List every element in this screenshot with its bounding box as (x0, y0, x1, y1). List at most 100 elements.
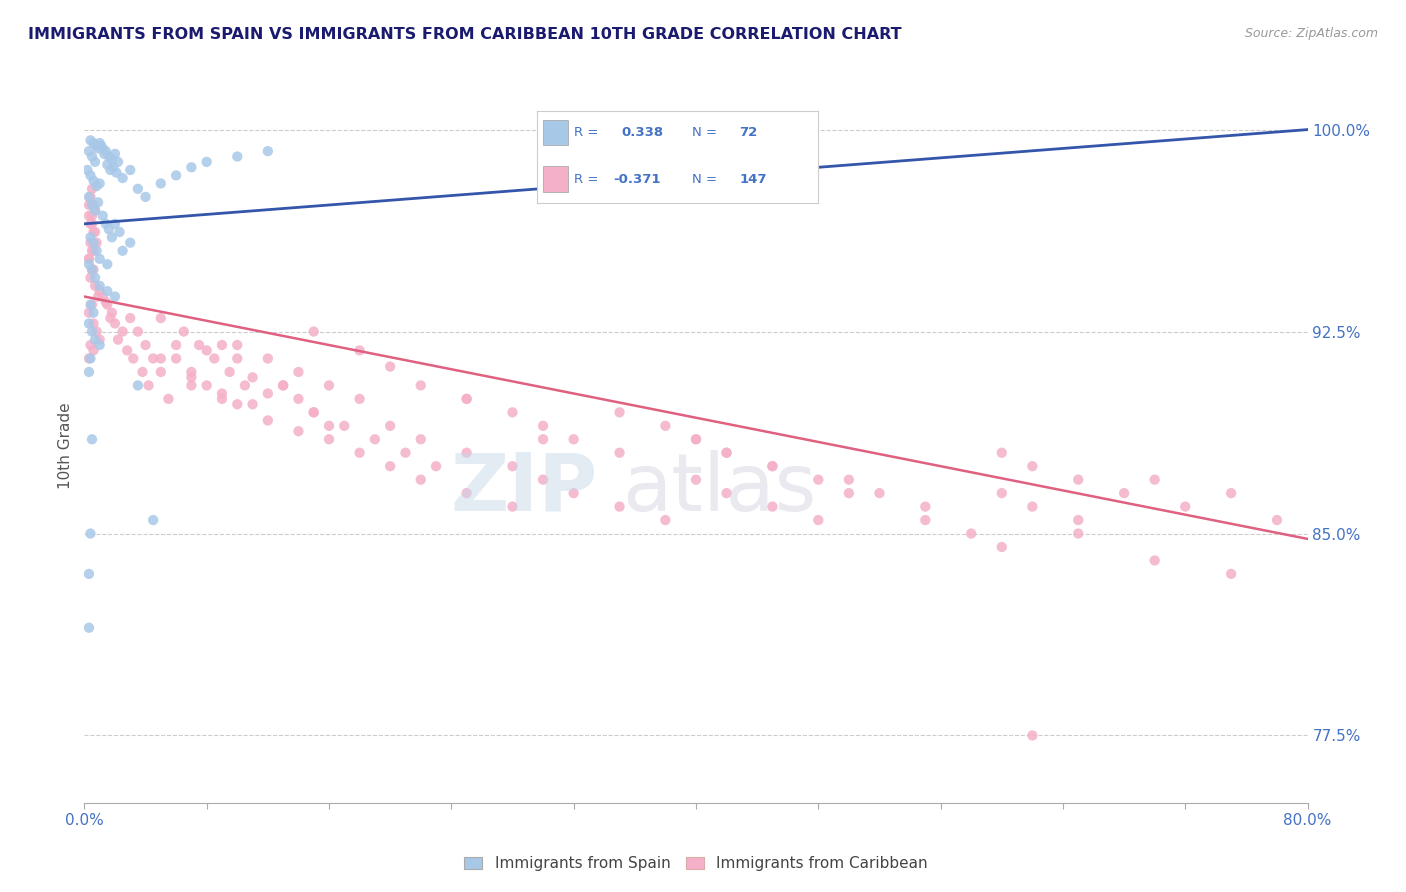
Point (86, 244, 108, 258)
Point (456, 392, 478, 406)
Point (914, 513, 936, 527)
Point (318, 378, 340, 392)
Point (242, 397, 264, 411)
Point (226, 338, 249, 352)
Point (233, 378, 256, 392)
Point (1114, 486, 1136, 500)
Point (1143, 473, 1166, 487)
Point (107, 333, 129, 347)
Point (77, 306, 100, 320)
Point (991, 540, 1014, 554)
Point (349, 392, 371, 406)
Point (685, 473, 707, 487)
Point (104, 317, 127, 331)
Point (101, 306, 124, 320)
Point (89, 177, 111, 191)
Point (122, 351, 145, 366)
Point (89, 284, 111, 298)
Point (77, 190, 100, 204)
Point (287, 392, 309, 406)
Point (380, 418, 402, 433)
Point (127, 182, 149, 196)
Point (364, 432, 387, 446)
Point (180, 370, 202, 384)
Point (83, 198, 105, 212)
Point (1174, 500, 1197, 514)
Point (111, 171, 134, 186)
Point (84, 203, 107, 218)
Point (609, 446, 631, 460)
Legend: Immigrants from Spain, Immigrants from Caribbean: Immigrants from Spain, Immigrants from C… (458, 850, 934, 877)
Point (83, 136, 105, 150)
Point (80, 217, 103, 231)
Point (101, 230, 124, 244)
Point (211, 392, 233, 406)
Point (271, 378, 294, 392)
Point (84, 225, 107, 239)
Point (77, 566, 100, 581)
Point (195, 343, 218, 358)
Point (531, 418, 554, 433)
Point (84, 203, 107, 218)
Point (380, 459, 402, 474)
Text: IMMIGRANTS FROM SPAIN VS IMMIGRANTS FROM CARIBBEAN 10TH GRADE CORRELATION CHART: IMMIGRANTS FROM SPAIN VS IMMIGRANTS FROM… (28, 27, 901, 42)
Point (149, 365, 172, 379)
Point (180, 378, 202, 392)
Point (80, 298, 103, 312)
Point (127, 325, 149, 339)
Point (257, 144, 280, 158)
Point (716, 446, 738, 460)
Point (502, 405, 524, 419)
Point (807, 513, 830, 527)
Point (96, 257, 118, 271)
Point (83, 235, 105, 250)
Point (456, 446, 478, 460)
Point (135, 338, 157, 352)
Point (1220, 486, 1243, 500)
Point (77, 252, 100, 266)
Point (716, 446, 738, 460)
Text: ZIP: ZIP (451, 450, 598, 528)
Point (89, 333, 111, 347)
Point (157, 392, 180, 406)
Point (257, 413, 280, 427)
Point (86, 138, 108, 153)
Point (165, 338, 187, 352)
Point (79, 526, 101, 541)
Point (80, 325, 103, 339)
Point (165, 351, 187, 366)
Point (83, 343, 105, 358)
Point (914, 500, 936, 514)
Point (83, 262, 105, 277)
Point (89, 278, 111, 293)
Point (1067, 513, 1090, 527)
Point (80, 262, 103, 277)
Point (97, 149, 120, 163)
Point (149, 177, 172, 191)
Point (211, 386, 233, 401)
Point (79, 338, 101, 352)
Point (94, 217, 117, 231)
Point (869, 486, 891, 500)
Point (80, 182, 103, 196)
Point (1220, 566, 1243, 581)
Point (218, 365, 240, 379)
Y-axis label: 10th Grade: 10th Grade (58, 402, 73, 490)
Point (142, 351, 165, 366)
Point (211, 338, 233, 352)
Point (318, 432, 340, 446)
Point (77, 198, 100, 212)
Point (226, 397, 249, 411)
Point (562, 486, 585, 500)
Point (77, 351, 100, 366)
Point (131, 365, 153, 379)
Point (195, 378, 218, 392)
Point (86, 179, 108, 194)
Point (562, 432, 585, 446)
Point (93, 146, 115, 161)
Point (1265, 513, 1288, 527)
Point (91, 209, 114, 223)
Point (80, 432, 103, 446)
Point (761, 459, 783, 474)
Point (91, 141, 114, 155)
